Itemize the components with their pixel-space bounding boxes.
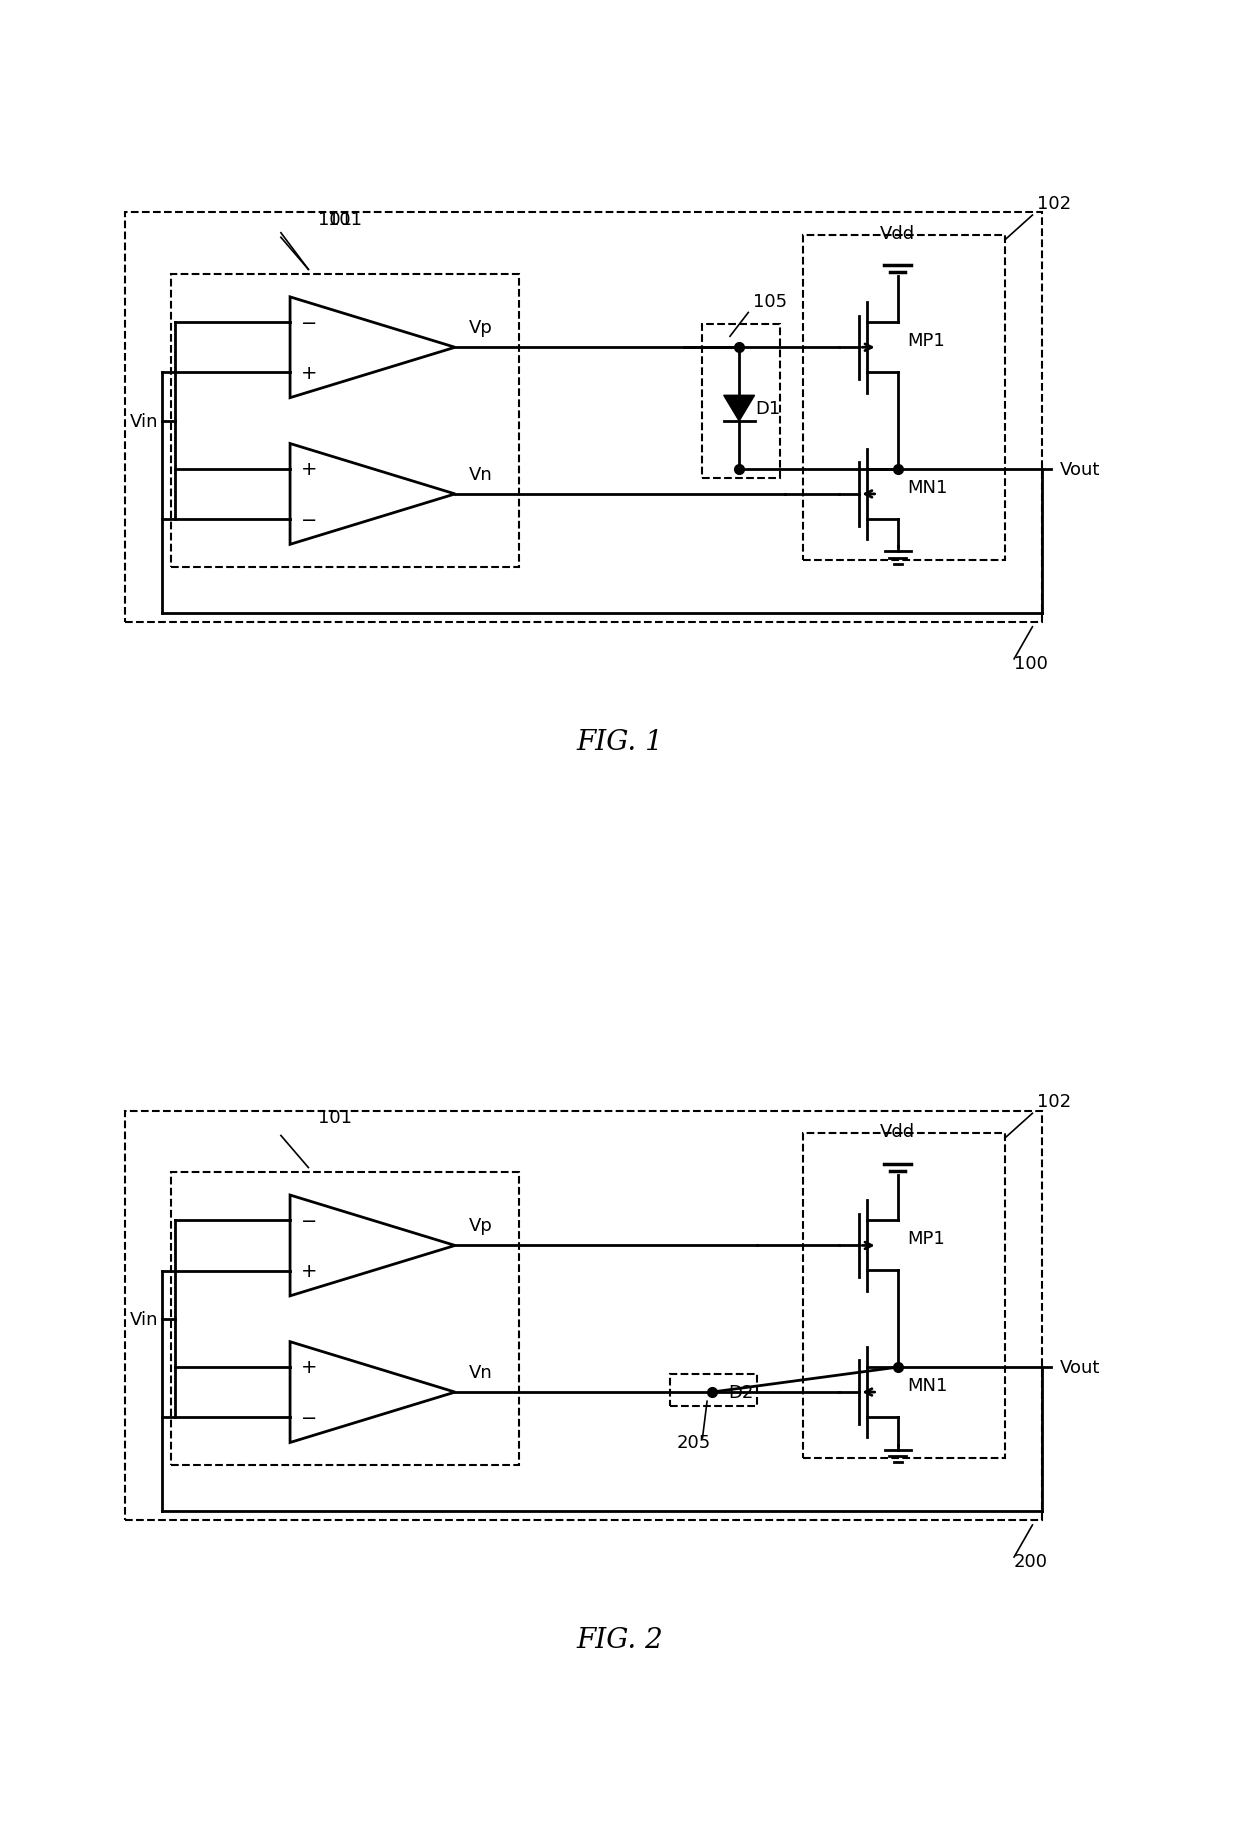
Text: Vp: Vp	[469, 319, 492, 337]
Bar	[671, 1374, 758, 1407]
Text: MN1: MN1	[906, 478, 947, 496]
Bar	[125, 1110, 1042, 1521]
Bar	[171, 275, 520, 568]
Text: 101: 101	[329, 211, 362, 229]
Text: MP1: MP1	[906, 1229, 945, 1248]
Text: 205: 205	[676, 1433, 711, 1451]
Text: MP1: MP1	[906, 332, 945, 350]
Text: Vout: Vout	[1060, 460, 1100, 478]
Text: −: −	[301, 1211, 317, 1229]
Text: Vdd: Vdd	[880, 225, 915, 242]
Text: Vin: Vin	[130, 412, 159, 431]
Text: +: +	[301, 1262, 317, 1281]
Text: −: −	[301, 1409, 317, 1427]
Text: Vdd: Vdd	[880, 1123, 915, 1140]
Text: 101: 101	[317, 1108, 352, 1127]
Text: 100: 100	[1014, 654, 1048, 672]
Bar	[804, 236, 1004, 561]
Text: D1: D1	[755, 399, 781, 418]
Bar	[125, 213, 1042, 623]
Text: MN1: MN1	[906, 1376, 947, 1394]
Bar	[171, 1172, 520, 1466]
Text: Vout: Vout	[1060, 1358, 1100, 1376]
Text: 200: 200	[1014, 1552, 1048, 1570]
Text: FIG. 2: FIG. 2	[577, 1627, 663, 1652]
Text: FIG. 1: FIG. 1	[577, 729, 663, 755]
Text: −: −	[301, 313, 317, 332]
Text: −: −	[301, 511, 317, 529]
Text: Vn: Vn	[469, 465, 492, 484]
Bar	[804, 1134, 1004, 1458]
Text: Vn: Vn	[469, 1363, 492, 1381]
Text: 102: 102	[1037, 1092, 1071, 1110]
Text: +: +	[301, 460, 317, 478]
Bar	[703, 326, 780, 478]
Text: 105: 105	[753, 293, 787, 311]
Text: +: +	[301, 365, 317, 383]
Text: +: +	[301, 1358, 317, 1376]
Text: 101: 101	[317, 211, 352, 229]
Text: Vin: Vin	[130, 1310, 159, 1328]
Text: D2: D2	[728, 1383, 754, 1401]
Text: Vp: Vp	[469, 1216, 492, 1235]
Text: 102: 102	[1037, 194, 1071, 213]
Polygon shape	[724, 396, 755, 421]
